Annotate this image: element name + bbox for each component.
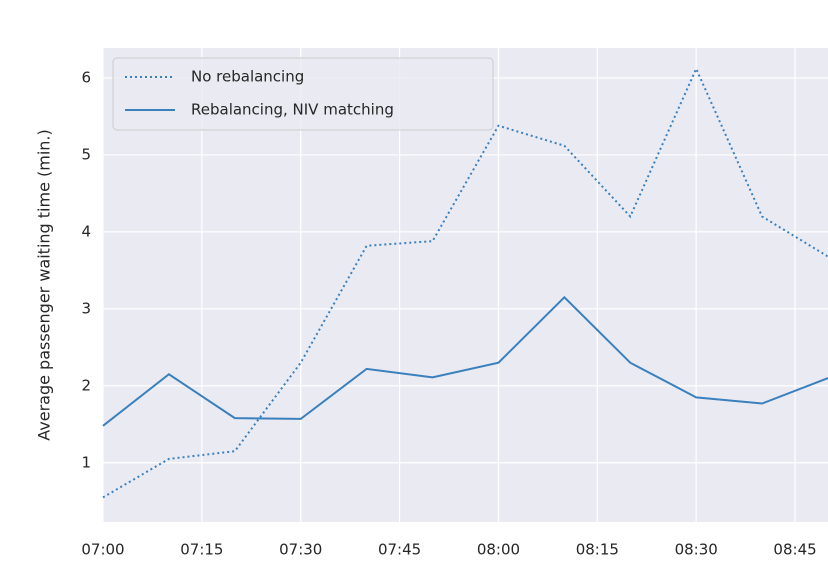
x-tick-label: 08:00 (477, 541, 520, 559)
legend-label: No rebalancing (191, 68, 304, 86)
x-tick-label: 08:45 (773, 541, 816, 559)
legend-box (112, 57, 494, 131)
data-line (102, 66, 828, 499)
y-tick-label: 5 (81, 145, 91, 163)
y-tick-label: 3 (81, 299, 91, 317)
x-tick-label: 07:15 (180, 541, 223, 559)
y-axis-label: Average passenger waiting time (min.) (35, 129, 54, 440)
x-tick-label: 07:45 (378, 541, 421, 559)
y-tick-label: 1 (81, 453, 91, 471)
y-tick-label: 4 (81, 222, 91, 240)
y-tick-label: 2 (81, 376, 91, 394)
x-tick-label: 08:30 (675, 541, 718, 559)
legend-label: Rebalancing, NIV matching (191, 101, 394, 119)
x-tick-label: 07:00 (81, 541, 124, 559)
data-line (102, 295, 828, 427)
x-tick-label: 08:15 (576, 541, 619, 559)
y-tick-label: 6 (81, 69, 91, 87)
x-tick-label: 07:30 (279, 541, 322, 559)
